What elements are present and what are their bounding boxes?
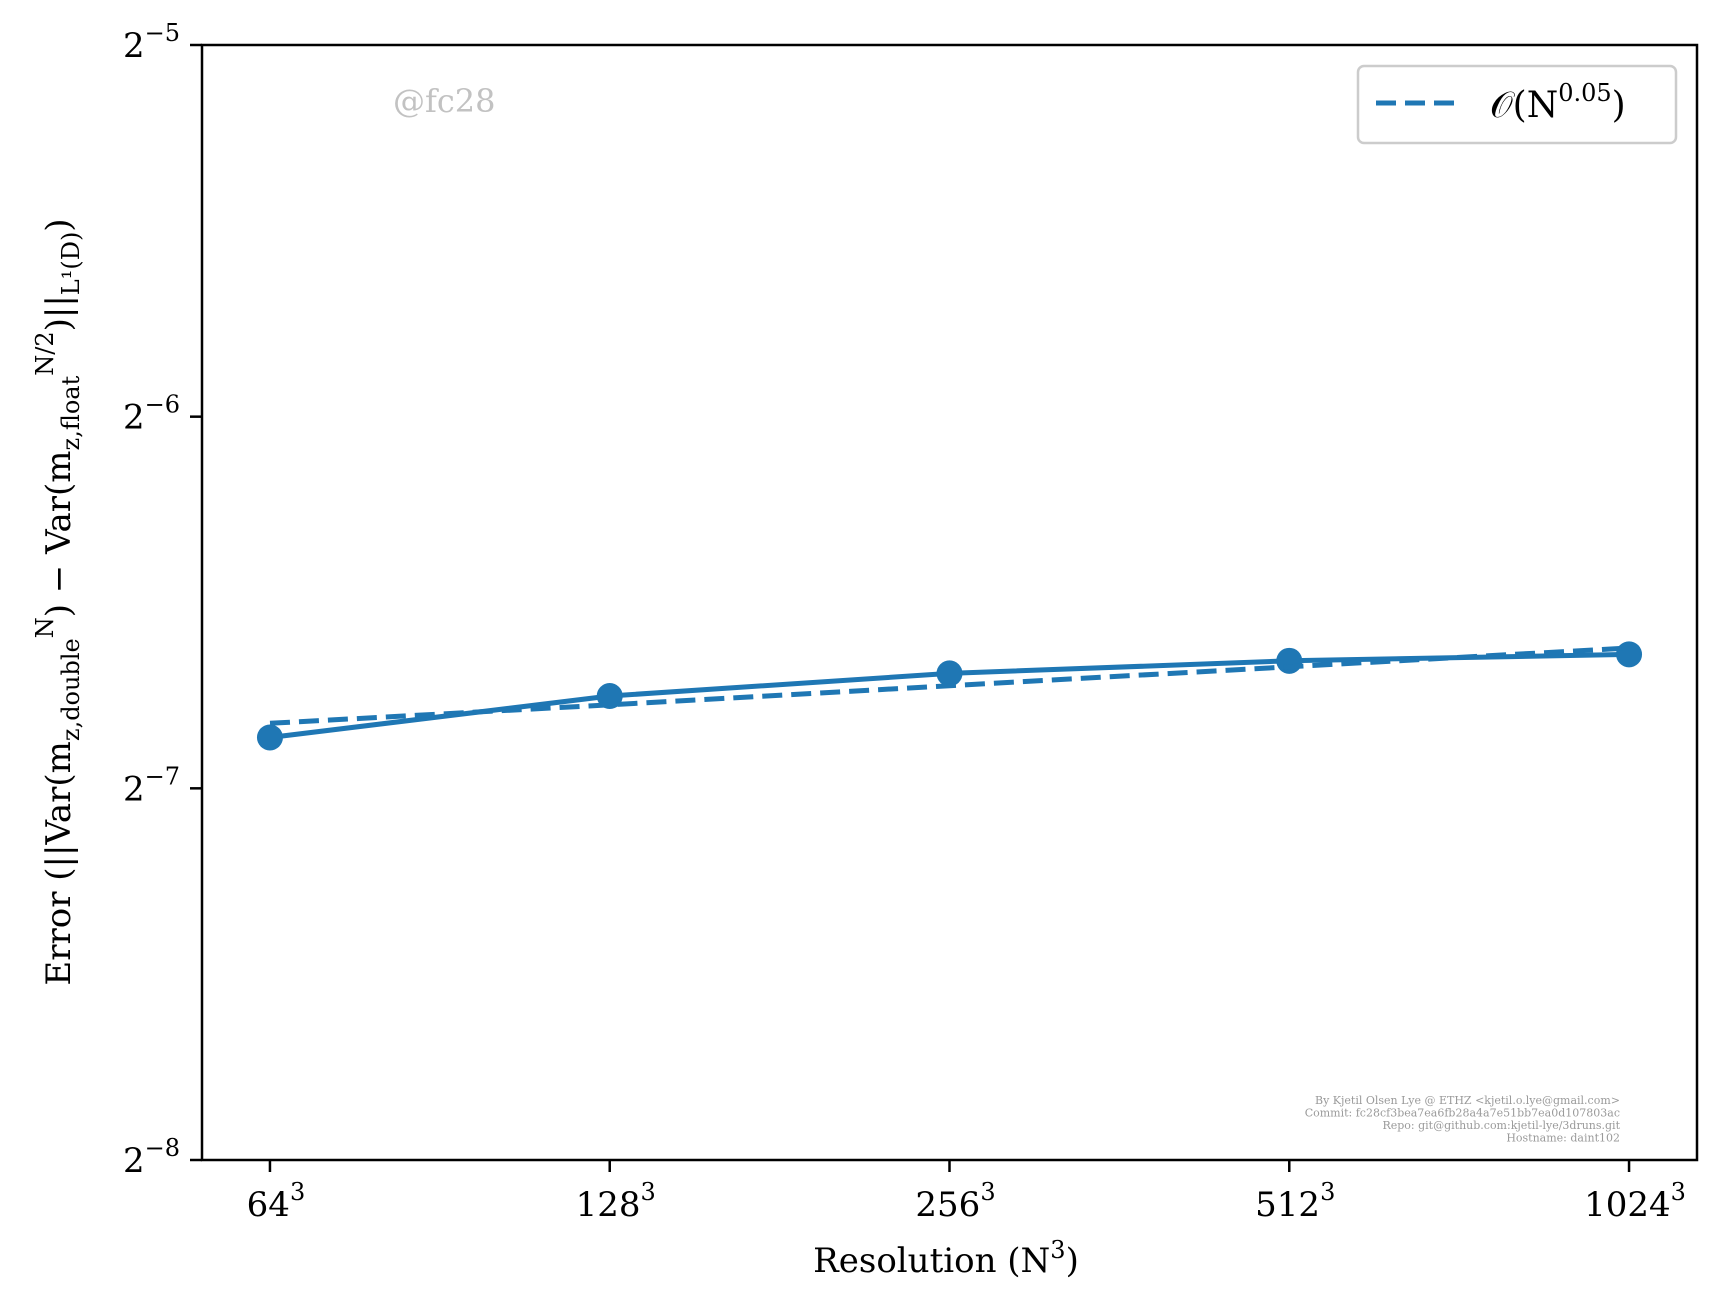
x-axis-ticks: 643 1283 2563 5123 10243 bbox=[247, 1160, 1686, 1225]
y-tick-label-exponent: −6 bbox=[145, 391, 180, 419]
x-axis-title-text: Resolution (N bbox=[813, 1241, 1050, 1281]
x-tick-label-exponent: 3 bbox=[1671, 1178, 1686, 1206]
data-point-marker bbox=[1616, 641, 1643, 668]
y-tick-label-base: 2 bbox=[123, 398, 145, 438]
y-axis-title-sup2: N/2 bbox=[31, 331, 59, 375]
y-axis-title-sub1: z,double bbox=[57, 638, 85, 741]
y-tick-label-base: 2 bbox=[123, 769, 145, 809]
y-tick-label-exponent: −8 bbox=[145, 1134, 180, 1162]
credits-line: Hostname: daint102 bbox=[1506, 1132, 1620, 1145]
credits-block: By Kjetil Olsen Lye @ ETHZ <kjetil.o.lye… bbox=[1305, 1094, 1621, 1145]
x-tick-label-base: 128 bbox=[576, 1185, 641, 1225]
data-point-marker bbox=[596, 683, 623, 710]
y-tick-label: 2−5 bbox=[123, 19, 180, 66]
credits-line: Repo: git@github.com:kjetil-lye/3druns.g… bbox=[1382, 1119, 1620, 1132]
credits-line: Commit: fc28cf3bea7ea6fb28a4a7e51bb7ea0d… bbox=[1305, 1107, 1620, 1120]
legend-label-suffix: ) bbox=[1612, 85, 1626, 126]
x-axis-title-close: ) bbox=[1066, 1241, 1079, 1281]
y-tick-label-base: 2 bbox=[123, 1141, 145, 1181]
x-tick-label: 1283 bbox=[576, 1178, 656, 1225]
data-point-marker bbox=[256, 724, 283, 751]
y-axis-title-sub3: L¹(D) bbox=[57, 232, 85, 296]
y-tick-label-exponent: −5 bbox=[145, 19, 180, 47]
x-tick-label-exponent: 3 bbox=[980, 1178, 995, 1206]
x-tick-label: 2563 bbox=[915, 1178, 995, 1225]
series-dashed-fit-line bbox=[269, 645, 1630, 726]
data-point-marker bbox=[1276, 647, 1303, 674]
y-axis-title-sub2: z,float bbox=[57, 375, 85, 450]
y-axis-title-sup1: N bbox=[31, 617, 59, 638]
legend-label-prefix: 𝒪(N bbox=[1490, 85, 1558, 126]
y-tick-label-base: 2 bbox=[123, 26, 145, 66]
y-tick-label: 2−8 bbox=[123, 1134, 180, 1181]
y-tick-label: 2−6 bbox=[123, 391, 180, 438]
x-axis-title: Resolution (N3) bbox=[813, 1236, 1079, 1281]
x-tick-label: 10243 bbox=[1584, 1178, 1686, 1225]
x-tick-label: 5123 bbox=[1255, 1178, 1335, 1225]
y-tick-label-exponent: −7 bbox=[145, 762, 180, 790]
legend-label: 𝒪(N0.05) bbox=[1490, 79, 1626, 126]
watermark: @fc28 bbox=[393, 82, 495, 120]
credits-line: By Kjetil Olsen Lye @ ETHZ <kjetil.o.lye… bbox=[1315, 1094, 1620, 1107]
series-layer bbox=[256, 641, 1643, 751]
y-axis-title-suffix: )|| bbox=[39, 295, 79, 331]
x-tick-label-base: 512 bbox=[1255, 1185, 1320, 1225]
x-tick-label-base: 1024 bbox=[1584, 1185, 1671, 1225]
y-axis-title-prefix: Error (||Var(m bbox=[39, 741, 79, 986]
legend: 𝒪(N0.05) bbox=[1356, 64, 1678, 145]
x-tick-label-base: 64 bbox=[247, 1185, 290, 1225]
y-axis-title-middle: ) − Var(m bbox=[39, 450, 79, 617]
legend-label-exponent: 0.05 bbox=[1558, 79, 1611, 107]
x-axis-title-exponent: 3 bbox=[1050, 1236, 1065, 1264]
x-tick-label: 643 bbox=[247, 1178, 306, 1225]
y-axis-title-close: ) bbox=[39, 218, 79, 231]
legend-box bbox=[1356, 64, 1678, 145]
y-axis-title: Error (||Var(mz,doubleN) − Var(mz,floatN… bbox=[31, 218, 85, 985]
x-tick-label-base: 256 bbox=[915, 1185, 980, 1225]
y-tick-label: 2−7 bbox=[123, 762, 180, 809]
x-tick-label-exponent: 3 bbox=[641, 1178, 656, 1206]
x-tick-label-exponent: 3 bbox=[290, 1178, 305, 1206]
y-axis-ticks: 2−52−62−72−8 bbox=[123, 19, 202, 1181]
x-tick-label-exponent: 3 bbox=[1320, 1178, 1335, 1206]
data-point-marker bbox=[936, 660, 963, 687]
